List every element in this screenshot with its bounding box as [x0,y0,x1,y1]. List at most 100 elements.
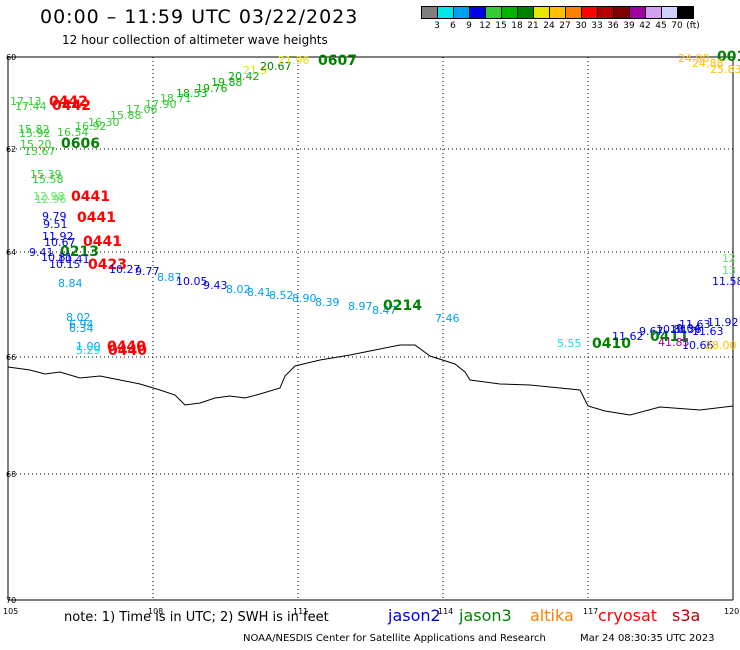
coastline [7,344,734,416]
swh-label: 16.92 [75,120,107,133]
lat-tick-label: 60 [6,53,16,62]
swh-label: 0442 [49,94,88,110]
swh-label: 15.39 [30,168,62,181]
swh-label: 10.66 [682,339,714,352]
swh-label: 9.79 [42,210,67,223]
swh-label: 15.92 [19,127,51,140]
colorbar-label: 27 [559,21,571,31]
colorbar-label: 39 [623,21,635,31]
colorbar-label: (ft) [686,21,700,31]
swh-label: 11.63 [679,318,711,331]
credit-text: NOAA/NESDIS Center for Satellite Applica… [243,633,546,644]
swh-label: 8.47 [372,304,397,317]
swh-label: 0410 [592,336,631,352]
colorbar-swatch [677,6,694,19]
swh-label: 24.88 [692,57,724,70]
swh-label: 5.29 [76,344,101,357]
swh-label: 0441 [77,210,116,226]
swh-label: 20.42 [228,70,260,83]
swh-label: 10.67 [44,236,76,249]
lon-tick-label: 117 [583,607,598,616]
swh-label: 17.44 [15,100,47,113]
swh-label: 0442 [52,98,91,114]
lon-tick-label: 111 [293,607,308,616]
generated-timestamp: Mar 24 08:30:35 UTC 2023 [580,633,715,644]
swh-label: 11.92 [707,316,739,329]
satellite-altika: altika [530,606,574,625]
swh-label: 10.36 [670,323,702,336]
swh-label: 16.54 [57,126,89,139]
lat-tick-label: 62 [6,145,16,154]
swh-label: 0607 [318,53,357,69]
lon-tick-label: 120 [724,607,739,616]
swh-label: 7.46 [435,312,460,325]
colorbar-label: 15 [495,21,507,31]
colorbar-label: 21 [527,21,539,31]
colorbar-label: 9 [466,21,472,31]
lat-lon-grid [7,56,734,601]
map-subtitle: 12 hour collection of altimeter wave hei… [62,33,328,47]
swh-label: 11.63 [692,325,724,338]
swh-label: 8.02 [66,311,91,324]
swh-label: 6.34 [69,322,94,335]
colorbar-labels: 3 6 9 12 15 18 21 24 27 30 33 36 39 42 45 70 (ft) [421,21,731,35]
swh-label: 0423 [88,257,127,273]
colorbar-label: 70 [671,21,683,31]
swh-label: 10.41 [58,253,90,266]
swh-label: 9.04 [676,322,701,335]
swh-label: 10.05 [176,275,208,288]
colorbar-label: 6 [450,21,456,31]
swh-label: 19.88 [211,76,243,89]
satellite-cryosat: cryosat [598,606,658,625]
latitude-labels: 60 62 64 66 68 70 [6,53,16,605]
swh-label: 17.90 [145,98,177,111]
lat-tick-label: 66 [6,353,16,362]
swh-label: 8.84 [58,277,83,290]
swh-label: 25.83 [710,63,740,76]
swh-label: 18.53 [176,87,208,100]
swh-label: 41.85 [658,336,690,349]
swh-label: 16.30 [88,116,120,129]
swh-label: 001 [717,49,740,65]
swh-label: 10.27 [109,263,141,276]
lat-tick-label: 64 [6,248,16,257]
swh-label: 0440 [107,339,146,355]
swh-label: 17.06 [126,103,158,116]
swh-label: 12.96 [35,193,67,206]
swh-label: 15.67 [24,145,56,158]
swh-label: 0213 [60,244,99,260]
colorbar-label: 30 [575,21,587,31]
satellite-s3a: s3a [672,606,701,625]
colorbar [421,6,694,19]
swh-label: 18.71 [160,92,192,105]
swh-label: 8.02 [226,283,251,296]
swh-label: 1.00 [76,340,101,353]
swh-label: 9.43 [203,279,228,292]
swh-label: 21.9 [243,64,268,77]
satellite-jason3: jason3 [459,606,512,625]
colorbar-label: 18 [511,21,523,31]
swh-label: 10.81 [41,251,73,264]
lon-tick-label: 105 [3,607,18,616]
swh-label: 15.58 [32,173,64,186]
footer-note: note: 1) Time is in UTC; 2) SWH is in fe… [64,610,329,625]
colorbar-label: 33 [591,21,603,31]
swh-label: 8.87 [157,271,182,284]
colorbar-label: 12 [479,21,491,31]
lon-tick-label: 108 [148,607,163,616]
swh-label: 15.88 [110,109,142,122]
swh-label: 8.39 [315,296,340,309]
swh-label: 28.00 [705,339,737,352]
swh-label: 0440 [108,343,147,359]
swh-label: 15.20 [20,138,52,151]
swh-label: 11.62 [612,330,644,343]
longitude-labels: 105 108 111 114 117 120 [3,607,739,616]
swh-label: 5.55 [557,337,582,350]
swh-label: 0606 [61,136,100,152]
swh-label: 0214 [383,298,422,314]
satellite-jason2: jason2 [388,606,441,625]
map-title: 00:00 – 11:59 UTC 03/22/2023 [40,6,359,28]
swh-label: 8.41 [247,286,272,299]
colorbar-label: 36 [607,21,619,31]
swh-label: 11.92 [42,230,74,243]
